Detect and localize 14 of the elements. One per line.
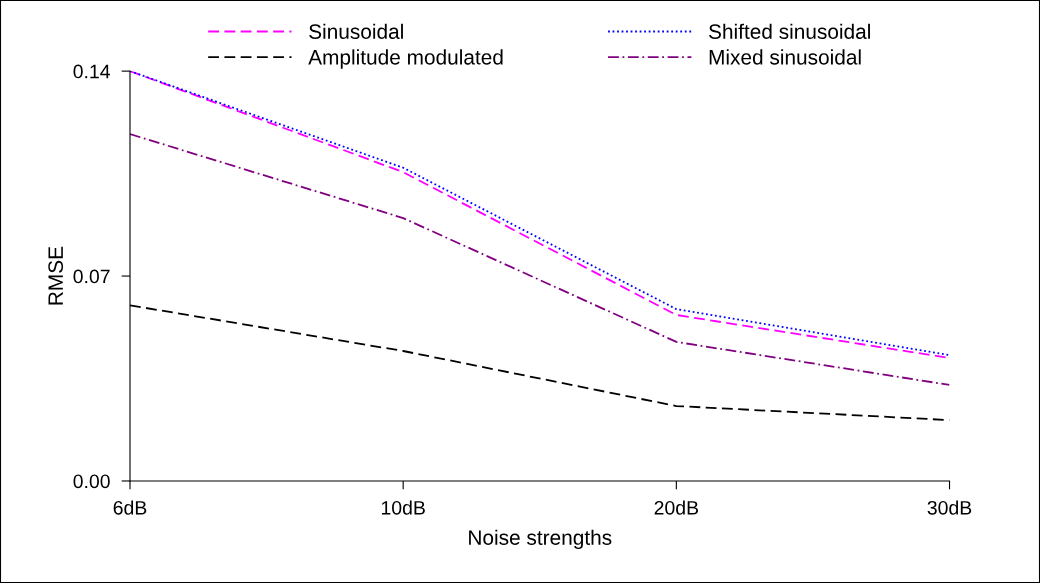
line-series <box>130 133 950 386</box>
y-tick-label: 0.00 <box>73 474 110 489</box>
x-tick-label: 10dB <box>381 500 425 515</box>
legend-label: Mixed sinusoidal <box>709 49 861 65</box>
x-axis-title: Noise strengths <box>469 529 612 550</box>
x-tick-label: 20dB <box>654 500 699 515</box>
legend-label: Amplitude modulated <box>308 49 503 69</box>
legend-label: Sinusoidal <box>309 23 403 39</box>
y-axis-title: RMSE <box>48 246 64 305</box>
y-tick-label: 0.14 <box>73 64 110 79</box>
y-tick-label: 0.07 <box>73 269 110 284</box>
x-tick-label: 6dB <box>113 500 147 515</box>
x-tick-label: 30dB <box>927 500 972 515</box>
legend-label: Shifted sinusoidal <box>709 23 870 39</box>
